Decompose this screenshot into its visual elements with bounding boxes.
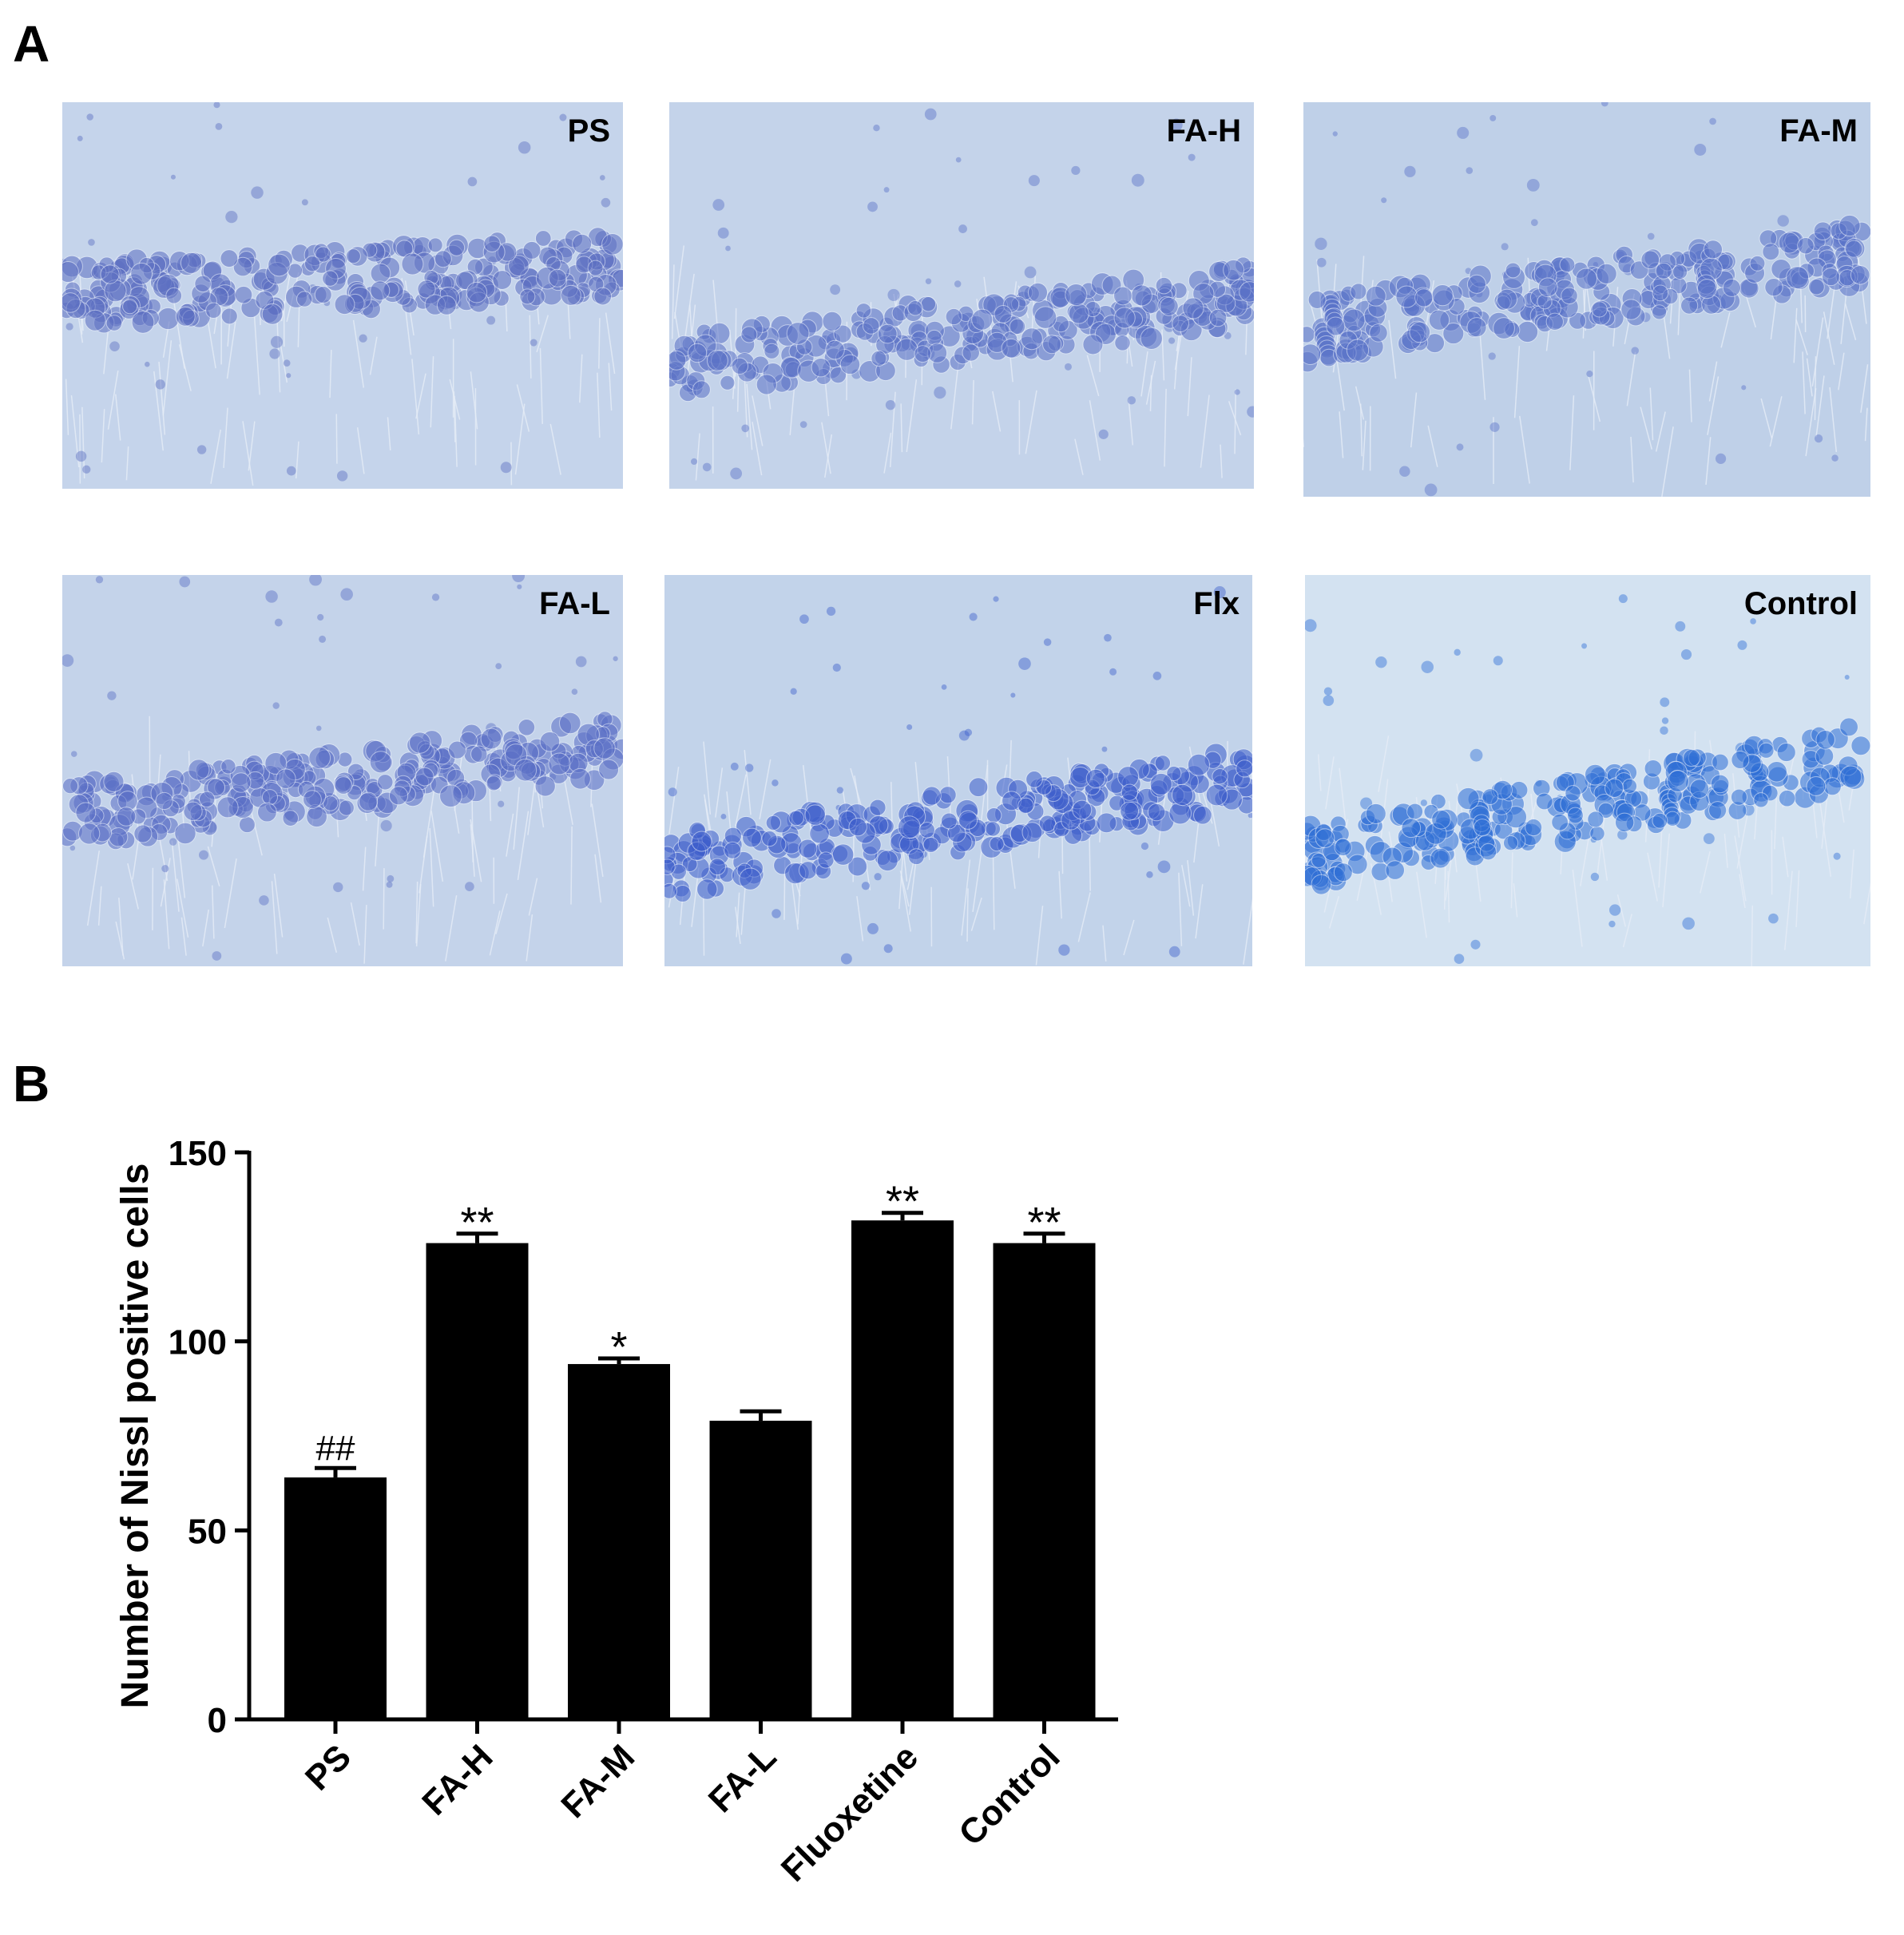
significance-marker: * bbox=[610, 1323, 627, 1371]
micrograph-texture bbox=[1303, 102, 1870, 497]
micrograph-control: Control bbox=[1305, 575, 1870, 966]
micrograph-texture bbox=[62, 102, 623, 489]
micrograph-fa-h: FA-H bbox=[669, 102, 1254, 489]
y-tick-label: 150 bbox=[169, 1134, 227, 1173]
significance-marker: ** bbox=[886, 1178, 919, 1226]
significance-marker: ** bbox=[1027, 1199, 1061, 1247]
micrograph-ps: PS bbox=[62, 102, 623, 489]
bar bbox=[284, 1477, 387, 1719]
micrograph-label: Control bbox=[1743, 586, 1858, 621]
x-tick-label: FA-L bbox=[701, 1737, 784, 1820]
x-tick-label: Fluoxetine bbox=[774, 1737, 926, 1889]
nissl-bar-chart: 0 50 100 150 Number of Nissl positive cells #… bbox=[114, 1134, 1118, 1889]
panel-b-label: B bbox=[13, 1055, 50, 1112]
micrograph-label: FA-L bbox=[539, 586, 610, 621]
y-tick-label: 50 bbox=[188, 1512, 227, 1551]
x-tick-label: PS bbox=[298, 1737, 359, 1798]
significance-marker: ** bbox=[460, 1199, 494, 1247]
y-tick-label: 100 bbox=[169, 1323, 227, 1362]
micrograph-texture bbox=[62, 575, 623, 966]
micrograph-texture bbox=[664, 575, 1252, 966]
bar bbox=[709, 1421, 812, 1719]
y-axis-label: Number of Nissl positive cells bbox=[114, 1164, 157, 1709]
x-tick-label: FA-M bbox=[553, 1737, 642, 1826]
bar bbox=[426, 1243, 529, 1719]
x-tick-label: Control bbox=[951, 1737, 1067, 1853]
y-tick-label: 0 bbox=[208, 1701, 227, 1740]
micrograph-fa-m: FA-M bbox=[1303, 102, 1870, 497]
micrograph-label: FA-H bbox=[1166, 113, 1241, 149]
micrograph-label: Flx bbox=[1193, 586, 1240, 621]
micrograph-label: FA-M bbox=[1779, 113, 1858, 149]
x-tick-label: FA-H bbox=[415, 1737, 500, 1822]
micrograph-flx: Flx bbox=[664, 575, 1252, 966]
micrograph-texture bbox=[669, 102, 1254, 489]
bar bbox=[568, 1364, 670, 1719]
micrograph-fa-l: FA-L bbox=[62, 575, 623, 966]
panel-a-label: A bbox=[13, 15, 50, 73]
bar bbox=[851, 1220, 954, 1719]
micrograph-texture bbox=[1305, 575, 1870, 966]
significance-marker: ## bbox=[316, 1429, 355, 1468]
micrograph-label: PS bbox=[567, 113, 610, 149]
bar bbox=[993, 1243, 1096, 1719]
